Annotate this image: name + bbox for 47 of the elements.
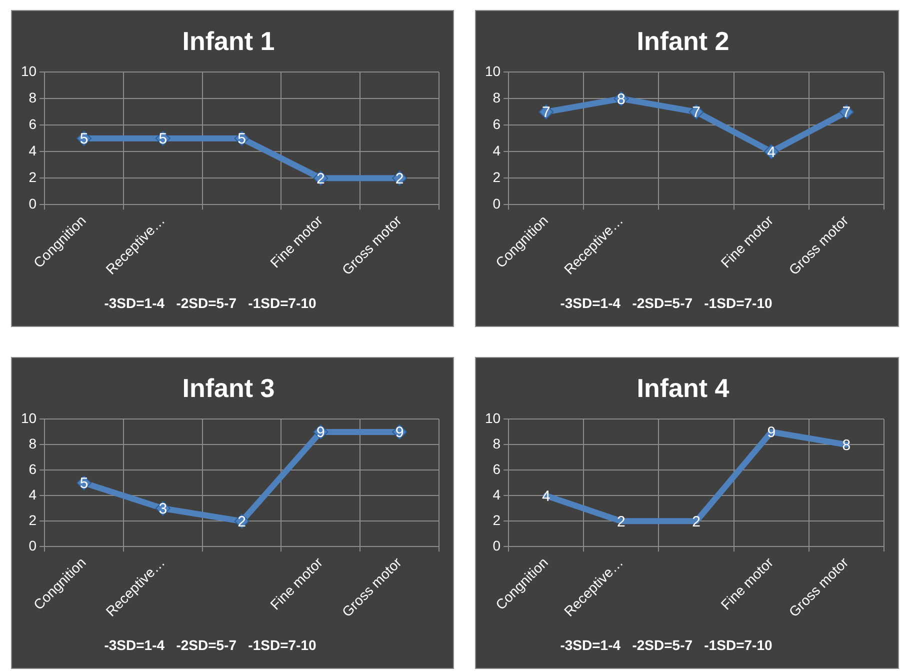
chart-title: Infant 2 <box>636 26 730 56</box>
y-tick-label: 10 <box>20 410 37 426</box>
y-tick-label: 10 <box>484 410 501 426</box>
y-tick-label: 0 <box>28 196 37 212</box>
data-label: 2 <box>395 170 404 188</box>
data-label: 7 <box>542 104 550 122</box>
data-label: 8 <box>617 90 626 108</box>
y-tick-label: 6 <box>28 461 37 478</box>
y-tick-label: 2 <box>492 512 501 528</box>
y-tick-label: 4 <box>28 142 37 159</box>
y-tick-label: 4 <box>492 142 501 159</box>
y-tick-label: 2 <box>28 169 37 186</box>
y-tick-label: 0 <box>492 196 501 212</box>
y-tick-label: 8 <box>492 90 501 106</box>
y-tick-label: 4 <box>28 486 37 503</box>
data-label: 2 <box>316 170 325 188</box>
data-label: 9 <box>316 424 325 442</box>
data-label: 5 <box>158 130 168 148</box>
y-tick-label: 10 <box>20 63 37 80</box>
data-label: 5 <box>80 130 88 148</box>
y-tick-label: 0 <box>492 538 501 554</box>
y-tick-label: 2 <box>492 169 501 186</box>
y-tick-label: 2 <box>28 512 37 528</box>
data-label: 7 <box>692 104 700 122</box>
y-tick-label: 8 <box>492 436 501 452</box>
y-tick-label: 10 <box>484 63 501 80</box>
text: -3SD=1-4 -2SD=5-7 -1SD=7-10 <box>560 294 772 311</box>
text: -3SD=1-4 -2SD=5-7 -1SD=7-10 <box>104 636 316 653</box>
y-tick-label: 6 <box>492 116 501 132</box>
data-label: 5 <box>238 130 246 148</box>
y-tick-label: 0 <box>28 538 37 554</box>
text: -3SD=1-4 -2SD=5-7 -1SD=7-10 <box>560 636 772 653</box>
data-label: 2 <box>238 513 246 530</box>
chart-title: Infant 4 <box>636 372 730 403</box>
data-label: 3 <box>158 500 168 518</box>
y-tick-label: 8 <box>28 436 37 452</box>
data-label: 5 <box>80 475 88 492</box>
y-tick-label: 8 <box>28 90 37 106</box>
data-label: 4 <box>767 144 776 161</box>
data-label: 9 <box>395 424 404 442</box>
y-tick-label: 4 <box>492 486 501 503</box>
chart-title: Infant 1 <box>182 26 275 56</box>
text: -3SD=1-4 -2SD=5-7 -1SD=7-10 <box>104 294 316 311</box>
data-label: 7 <box>842 104 851 122</box>
y-tick-label: 6 <box>492 461 501 478</box>
chart-title: Infant 3 <box>182 372 275 403</box>
y-tick-label: 6 <box>28 116 37 132</box>
